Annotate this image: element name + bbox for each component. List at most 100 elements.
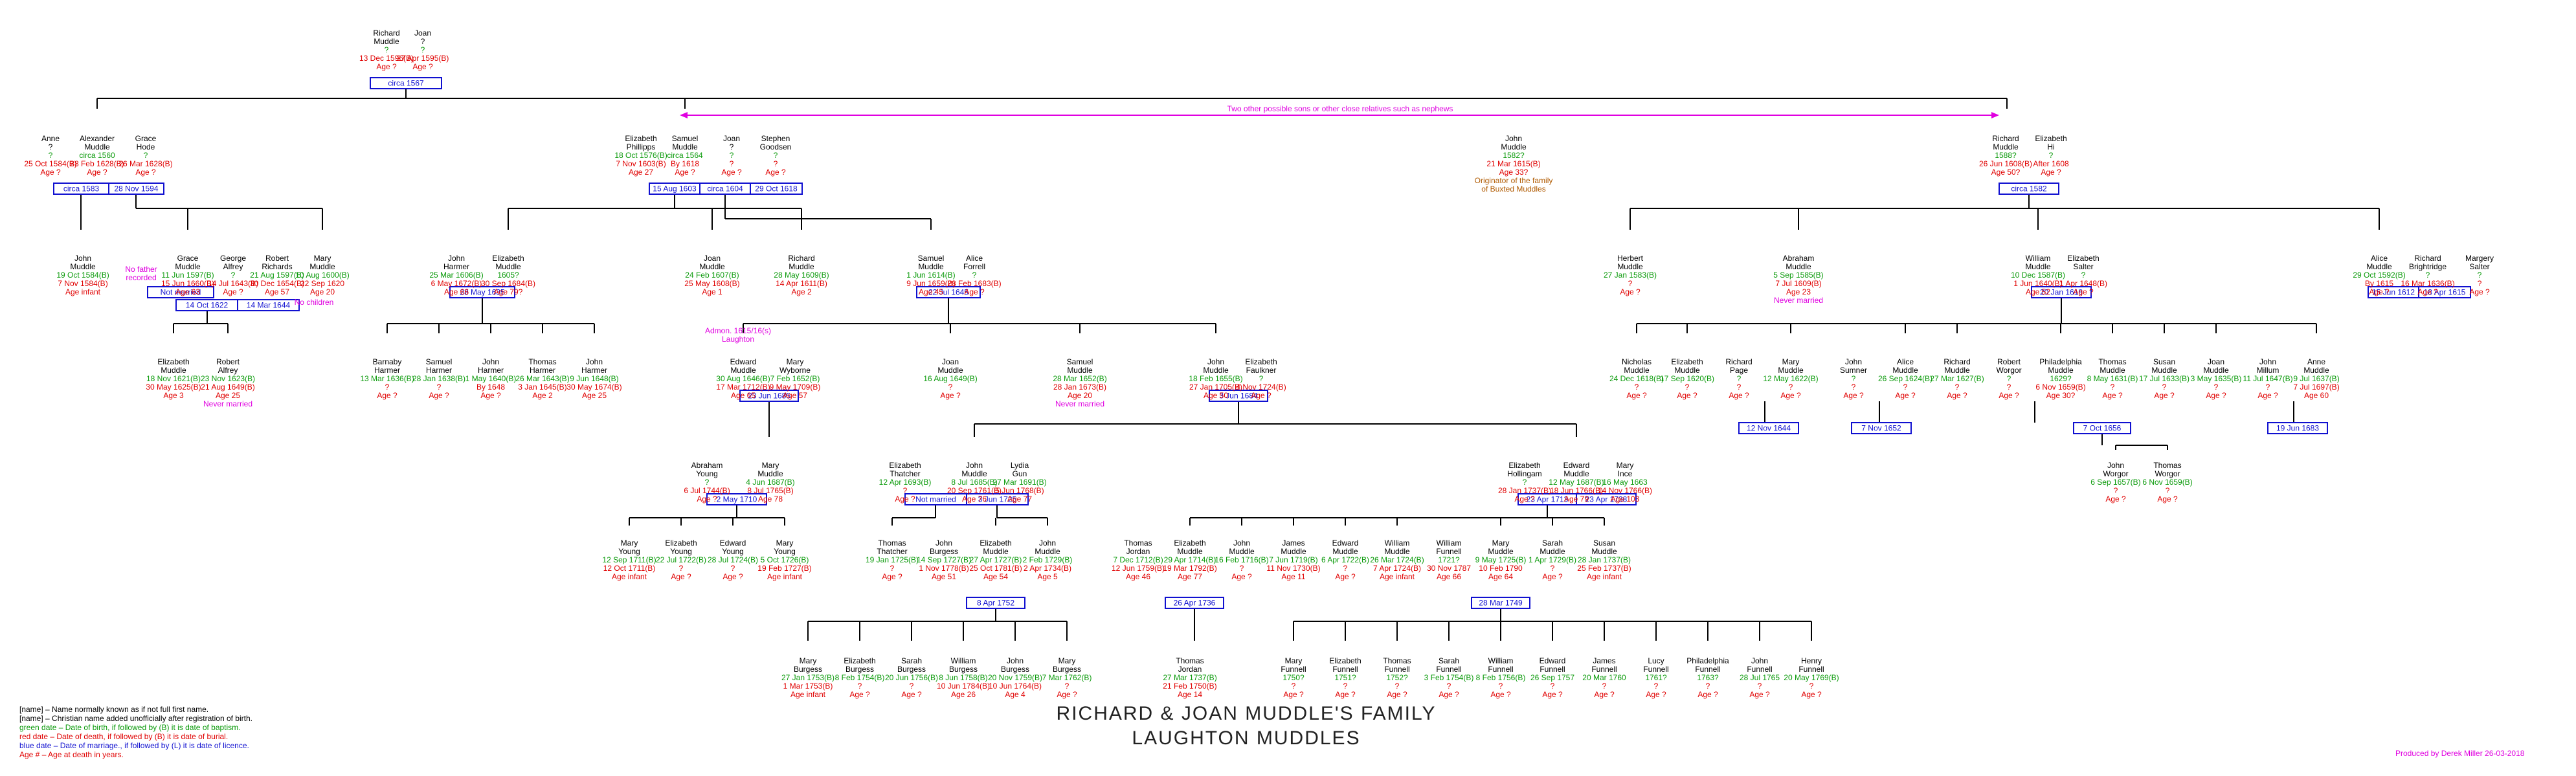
person-line: Age ? [2041, 168, 2061, 177]
person-line: Age 26 [951, 690, 976, 699]
marriage-date: 26 Apr 1736 [1174, 599, 1216, 608]
person-line: ? [421, 45, 425, 54]
person-line: 2 Feb 1729(B) [1023, 555, 1073, 564]
person-line: Joan [942, 357, 959, 366]
person-line: Harmer [581, 366, 607, 375]
person-line: Robert [216, 357, 240, 366]
marriage-date: circa 1604 [707, 184, 743, 194]
marriage-date: 23 Apr 1713 [1527, 495, 1569, 504]
person-line: Muddle [1674, 366, 1700, 375]
person-line: Age ? [849, 690, 870, 699]
person-line: Age infant [1587, 572, 1622, 581]
person-line: Age 51 [932, 572, 956, 581]
person-line: 8 Feb 1754(B) [835, 673, 885, 682]
person-line: Funnell [1798, 665, 1824, 674]
person-line: Age ? [697, 494, 717, 504]
person-line: Muddle [84, 142, 110, 151]
person-line: Elizabeth [1671, 357, 1703, 366]
marriage-date: circa 1567 [388, 79, 424, 88]
person-line: Age 25 [216, 391, 240, 400]
person-line: 16 Aug 1649(B) [923, 374, 977, 383]
person-line: ? [1737, 374, 1742, 383]
person-line: John [1233, 538, 1250, 548]
person-line: Age ? [2206, 391, 2226, 400]
person-line: Muddle [1993, 142, 2019, 151]
person-line: Age 33? [1499, 168, 1529, 177]
person-line: Age ? [2102, 391, 2123, 400]
person-line: Age ? [2369, 287, 2390, 296]
person-line: Samuel [1067, 357, 1093, 366]
person-line: Age 77 [1007, 494, 1032, 504]
marriage-box [449, 286, 515, 298]
person-line: 7 Nov 1603(B) [616, 159, 666, 168]
person-line: 20 Jun 1756(B) [885, 673, 938, 682]
person-line: Elizabeth [492, 254, 524, 263]
marriage-date: 3 Jun 1725 [978, 495, 1017, 504]
person-line: 9 May 1725(B) [1475, 555, 1527, 564]
person-line: Ince [1618, 469, 1633, 478]
person-line: Age ? [1749, 690, 1770, 699]
person-line: 27 Jan 1705(B) [1189, 382, 1242, 392]
person-line: 1761? [1645, 673, 1667, 682]
person-line: Elizabeth [844, 656, 875, 665]
person-line: Age ? [480, 391, 501, 400]
person-line: After 1608 [2033, 159, 2069, 168]
person-line: 1751? [1334, 673, 1356, 682]
person-line: ? [679, 564, 684, 573]
person-line: 18 Jun 1766(B) [1550, 486, 1603, 495]
person-line: ? [1654, 682, 1659, 691]
person-line: Muddle [2151, 366, 2177, 375]
person-line: 5 Oct 1726(B) [761, 555, 809, 564]
person-line: 20 Mar 1760 [1582, 673, 1626, 682]
person-line: 26 Mar 1643(B) [515, 374, 569, 383]
person-line: 7 Jun 1719(B) [1269, 555, 1317, 564]
person-line: 8 Jul 1685(B) [951, 478, 997, 487]
person-line: Age 5 [1037, 572, 1058, 581]
marriage-date: 28 May 1635 [460, 288, 505, 297]
person-line: Thomas [1383, 656, 1411, 665]
person-line: Elizabeth [1174, 538, 1205, 548]
marriage-box [1576, 493, 1637, 505]
person-line: Mary [776, 538, 794, 548]
person-line: Edward [1540, 656, 1566, 665]
legend-line: [name] – Name normally known as if not f… [19, 705, 208, 714]
person-line: Muddle [983, 547, 1009, 556]
person-line: Muddle [1778, 366, 1804, 375]
person-line: 9 Jul 1637(B) [2293, 374, 2339, 383]
person-line: Funnell [1747, 665, 1772, 674]
person-line: Age 60 [2304, 391, 2329, 400]
person-line: Worgor [2155, 469, 2180, 478]
person-line: 26 Mar 1724(B) [1370, 555, 1424, 564]
person-line: of Buxted Muddles [1481, 184, 1545, 194]
person-line: ? [437, 382, 442, 392]
person-line: Muddle [2303, 366, 2329, 375]
person-line: Faulkner [1246, 366, 1277, 375]
marriage-box [750, 183, 803, 195]
person-line: ? [2007, 374, 2011, 383]
person-line: ? [903, 486, 908, 495]
person-line: Age ? [2469, 287, 2490, 296]
person-line: Alfrey [223, 262, 243, 271]
person-line: Muddle [1944, 366, 1970, 375]
person-line: Age ? [964, 287, 985, 296]
person-line: 7 Feb 1652(B) [770, 374, 820, 383]
person-line: John [2259, 357, 2276, 366]
person-line: Muddle [2203, 366, 2229, 375]
